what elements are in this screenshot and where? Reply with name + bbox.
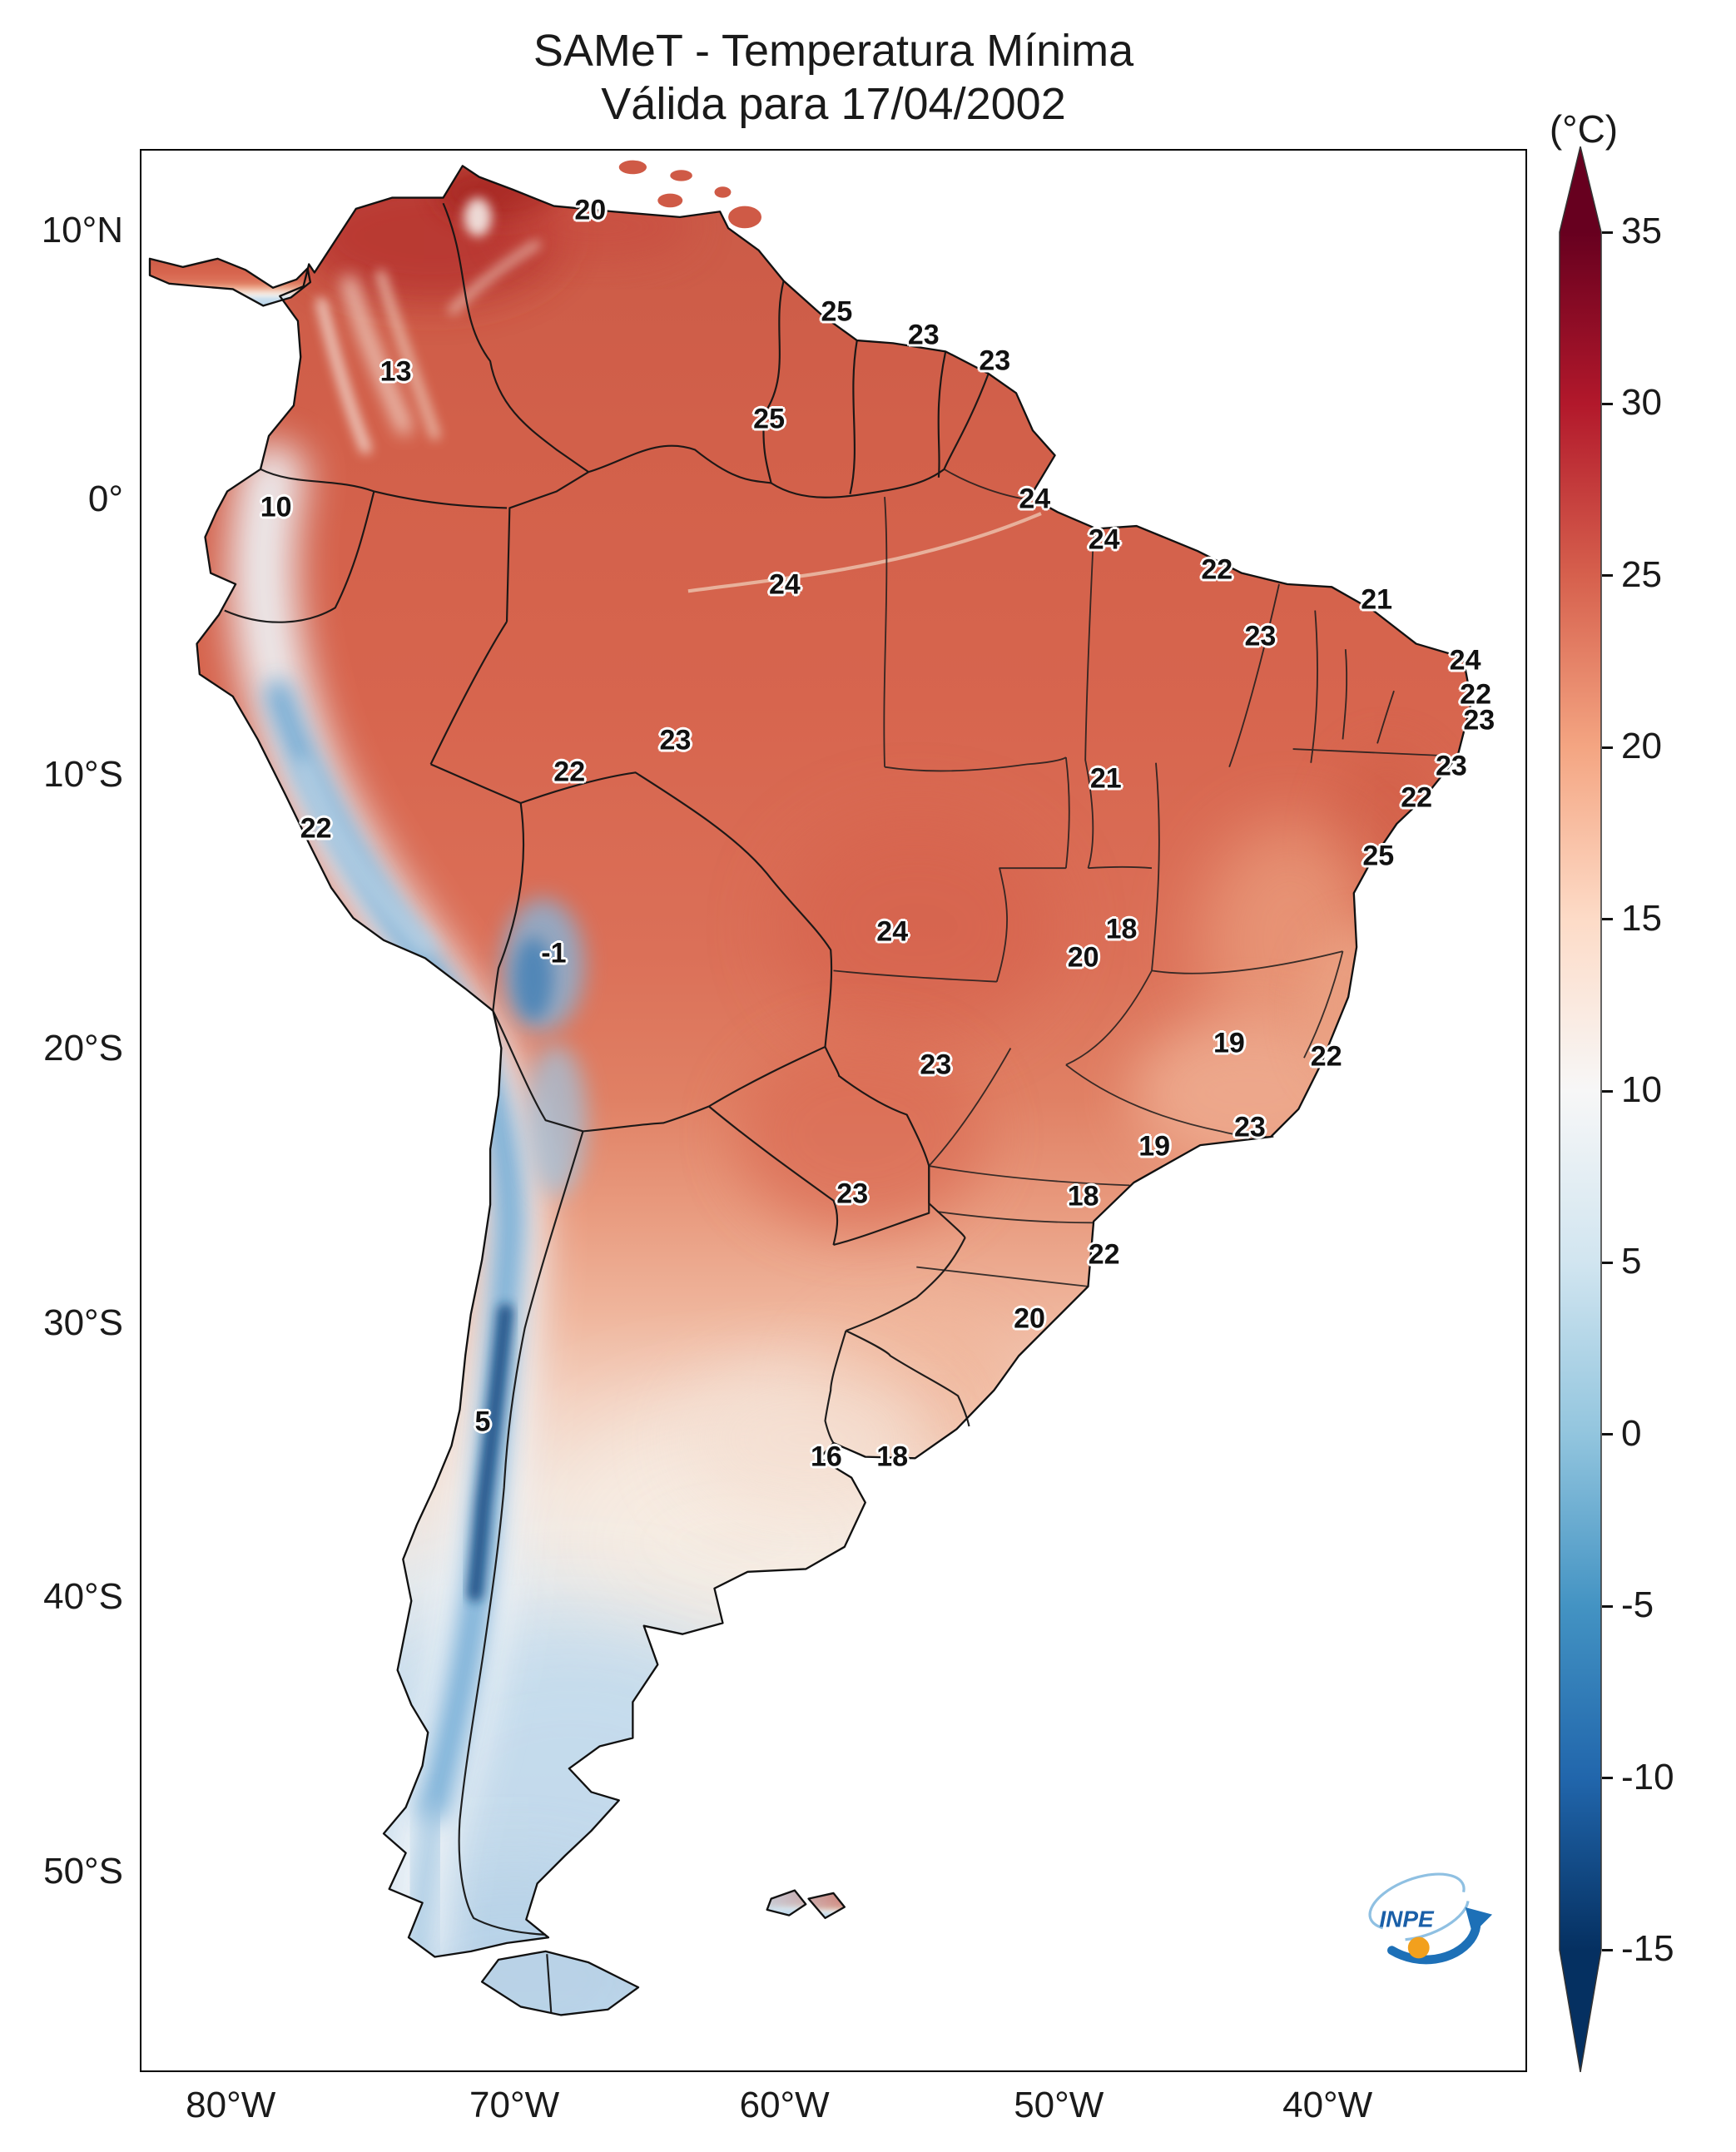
logo-arrowhead [1465,1907,1493,1935]
colorbar-tick-label: 15 [1621,897,1662,939]
latitude-axis: 10°N 0° 10°S 20°S 30°S 40°S 50°S [0,0,131,2152]
colorbar-tick-label: 30 [1621,382,1662,424]
colorbar-unit-label: (°C) [1549,107,1619,151]
coastline [148,165,1473,2016]
colorbar-tick-mark [1602,918,1613,921]
map-frame [140,149,1527,2072]
colorbar-tick-label: -5 [1621,1584,1654,1626]
colorbar-tick-mark [1602,1777,1613,1780]
colorbar-tick-label: 25 [1621,553,1662,595]
lat-axis-label: 10°S [43,753,123,795]
colorbar-tick-label: 0 [1621,1412,1642,1454]
lat-axis-label: 40°S [43,1576,123,1618]
colorbar-tick-mark [1602,1948,1613,1951]
logo-swirl-arc [1368,1872,1466,1930]
colorbar [1559,146,1602,2072]
lon-axis-label: 50°W [1014,2085,1104,2125]
lat-axis-label: 10°N [41,210,123,251]
lat-axis-label: 30°S [43,1302,123,1343]
colorbar-tick-label: 35 [1621,211,1662,251]
logo-text: INPE [1379,1907,1435,1932]
colorbar-gradient-bar [1559,146,1602,2072]
country-borders [224,202,990,2013]
title-line-2: Válida para 17/04/2002 [601,78,1066,129]
lat-axis-label: 50°S [43,1850,123,1892]
state-borders [833,469,1450,1287]
lat-axis-label: 20°S [43,1028,123,1069]
logo-orange-dot [1407,1936,1430,1959]
lon-axis-label: 40°W [1282,2085,1373,2125]
lat-axis-label: 0° [87,478,123,519]
colorbar-tick-mark [1602,402,1613,405]
colorbar-tick-mark [1602,574,1613,578]
inpe-logo: INPE [1368,1872,1493,1965]
south-america-map [148,160,1473,2016]
colorbar-tick-label: -15 [1621,1928,1674,1969]
colorbar-tick-mark [1602,231,1613,234]
title-line-1: SAMeT - Temperatura Mínima [533,26,1134,76]
lon-axis-label: 70°W [469,2085,560,2125]
colorbar-tick-mark [1602,1604,1613,1608]
colorbar-tick-label: -10 [1621,1756,1674,1797]
colorbar-tick-label: 20 [1621,726,1662,767]
colorbar-tick-label: 10 [1621,1069,1662,1110]
longitude-axis: 80°W 70°W 60°W 50°W 40°W [0,2085,1736,2143]
colorbar-tick-mark [1602,746,1613,749]
lon-axis-label: 80°W [186,2085,276,2125]
colorbar-tick-mark [1602,1433,1613,1436]
colorbar-tick-mark [1602,1089,1613,1093]
map-title: SAMeT - Temperatura Mínima Válida para 1… [140,25,1527,131]
colorbar-tick-label: 5 [1621,1241,1642,1282]
lon-axis-label: 60°W [739,2085,830,2125]
colorbar-tick-mark [1602,1261,1613,1264]
